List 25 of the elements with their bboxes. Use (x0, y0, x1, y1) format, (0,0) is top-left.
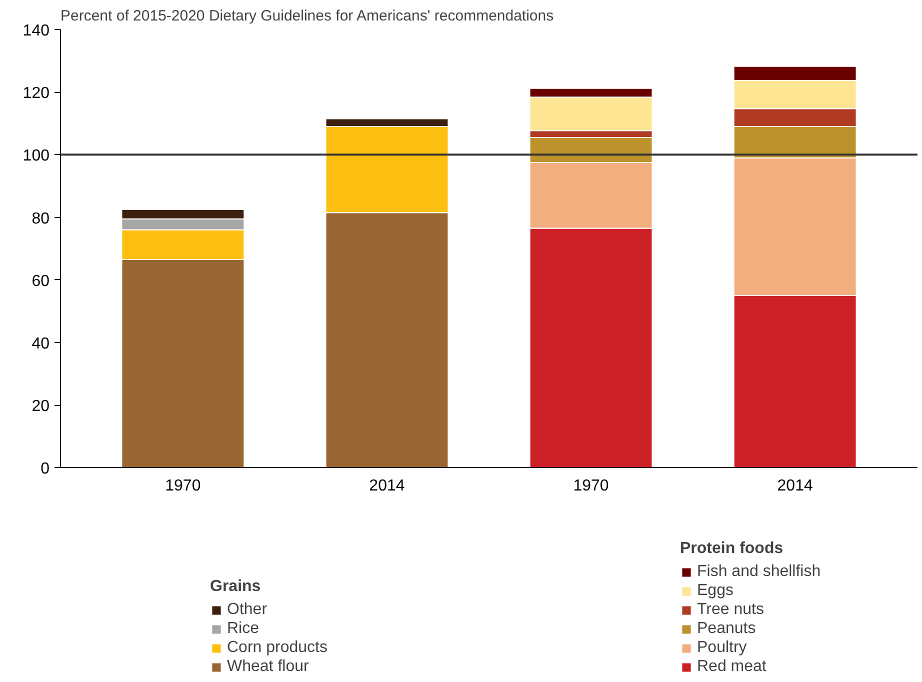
text: Protein foods (680, 540, 784, 557)
legend-label: Rice (227, 620, 260, 638)
legend-label: Corn products (227, 639, 328, 657)
legend-label: Tree nuts (697, 601, 764, 619)
x-tick-label: 2014 (777, 478, 813, 495)
y-tick-label: 80 (32, 210, 50, 228)
y-tick-label: 0 (40, 460, 50, 478)
legend-label: Eggs (697, 582, 734, 600)
legend-label: Wheat flour (227, 658, 309, 676)
x-tick-label: 2014 (369, 478, 405, 495)
y-tick-label: 100 (22, 148, 50, 165)
legend-label: Red meat (697, 658, 766, 676)
text: Grains (210, 578, 261, 595)
legend-label: Fish and shellfish (697, 563, 821, 581)
y-tick-label: 40 (32, 335, 50, 352)
x-tick-label: 1970 (573, 478, 609, 495)
y-tick-label: 120 (22, 85, 50, 102)
legend-label: Poultry (697, 639, 747, 657)
y-tick-label: 20 (32, 398, 50, 416)
legend-label: Other (227, 601, 268, 619)
y-tick-label: 60 (32, 272, 50, 290)
x-tick-label: 1970 (165, 478, 201, 495)
legend-label: Peanuts (697, 620, 756, 638)
y-tick-label: 140 (22, 22, 50, 40)
chart-title: Percent of 2015-2020 Dietary Guidelines for Americans' recommendations (60, 8, 554, 24)
